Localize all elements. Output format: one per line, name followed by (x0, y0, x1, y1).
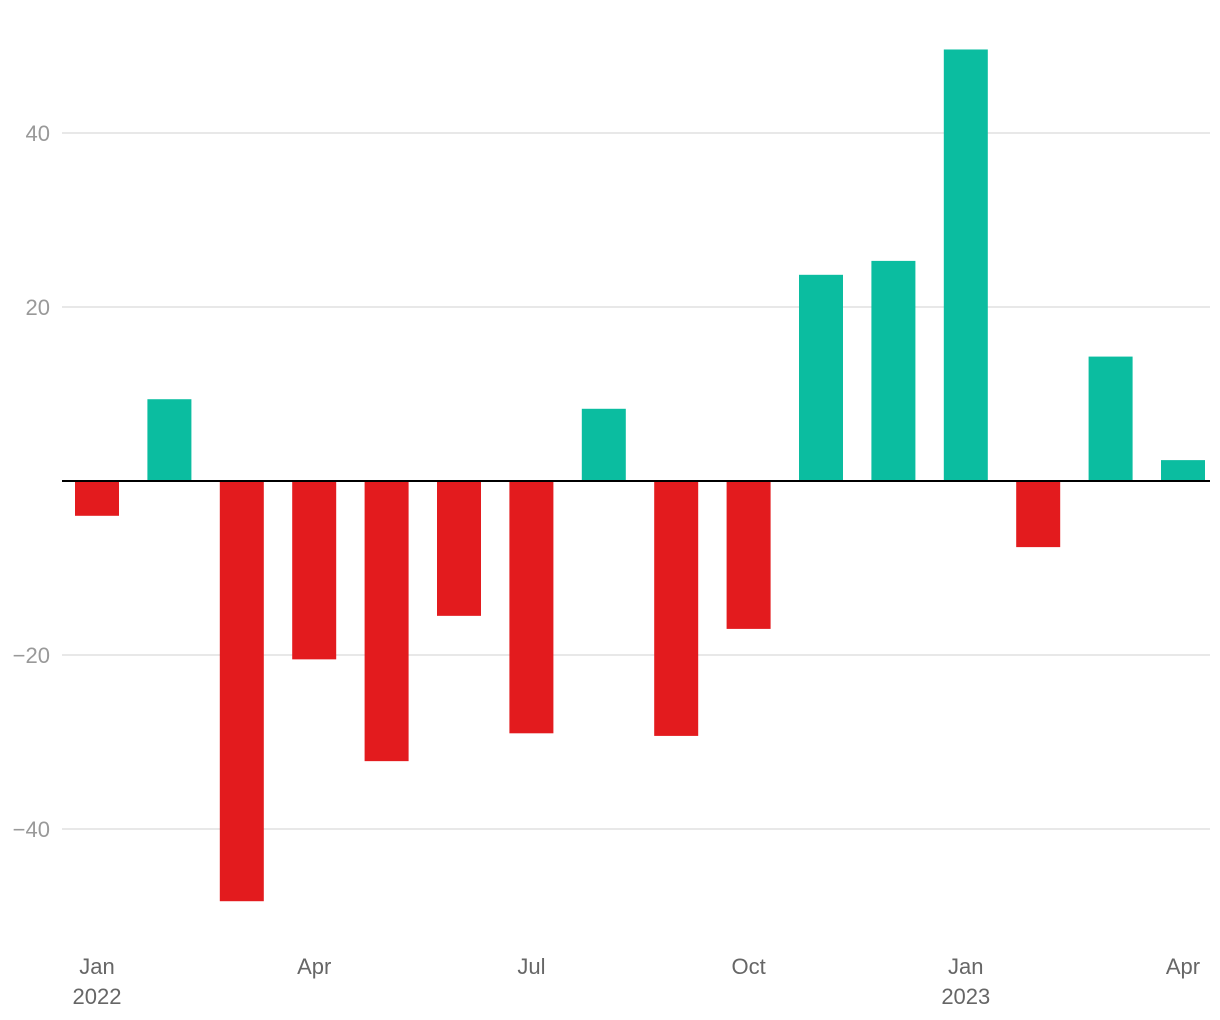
bar (726, 481, 771, 629)
bar (654, 481, 699, 736)
y-tick-label: −20 (13, 643, 50, 668)
x-tick-year-label: 2022 (73, 984, 122, 1009)
y-tick-label: −40 (13, 817, 50, 842)
x-tick-year-label: 2023 (941, 984, 990, 1009)
bar (943, 49, 988, 481)
bar (437, 481, 481, 616)
x-tick-label: Oct (731, 954, 765, 979)
x-tick-label: Jan (79, 954, 114, 979)
bar (799, 274, 843, 481)
bar (509, 481, 554, 734)
y-tick-label: 40 (26, 121, 50, 146)
bar (75, 481, 119, 516)
bars (75, 49, 1205, 902)
bar (147, 399, 192, 481)
y-axis-labels: −40 −20 20 40 (13, 121, 50, 842)
x-tick-label: Apr (297, 954, 331, 979)
bar (219, 481, 264, 902)
x-tick-label: Jan (948, 954, 983, 979)
bar (581, 408, 626, 481)
bar (871, 260, 916, 481)
bar (1161, 460, 1205, 481)
x-tick-label: Jul (517, 954, 545, 979)
bar (364, 481, 409, 762)
y-tick-label: 20 (26, 295, 50, 320)
x-axis-labels: Jan 2022 Apr Jul Oct Jan 2023 Apr (73, 954, 1201, 1009)
bar (1088, 356, 1133, 481)
x-tick-label: Apr (1166, 954, 1200, 979)
bar (1016, 481, 1061, 548)
bar (292, 481, 337, 660)
